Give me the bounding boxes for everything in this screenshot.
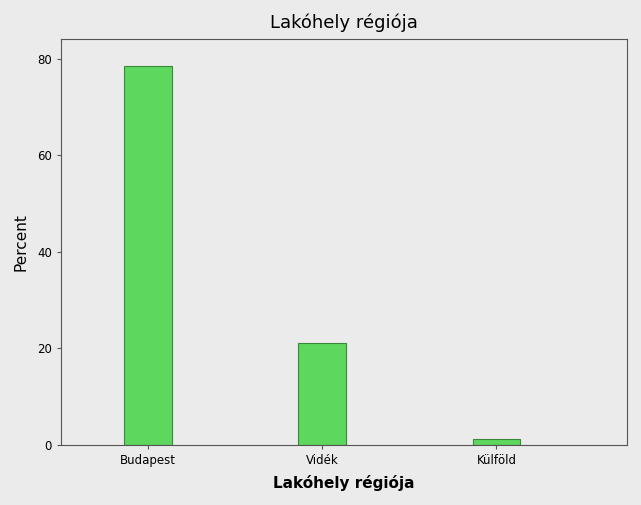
X-axis label: Lakóhely régiója: Lakóhely régiója <box>273 475 415 491</box>
Bar <box>472 439 520 445</box>
Y-axis label: Percent: Percent <box>14 213 29 271</box>
Title: Lakóhely régiója: Lakóhely régiója <box>270 14 418 32</box>
Bar <box>124 66 172 445</box>
Bar <box>299 343 346 445</box>
